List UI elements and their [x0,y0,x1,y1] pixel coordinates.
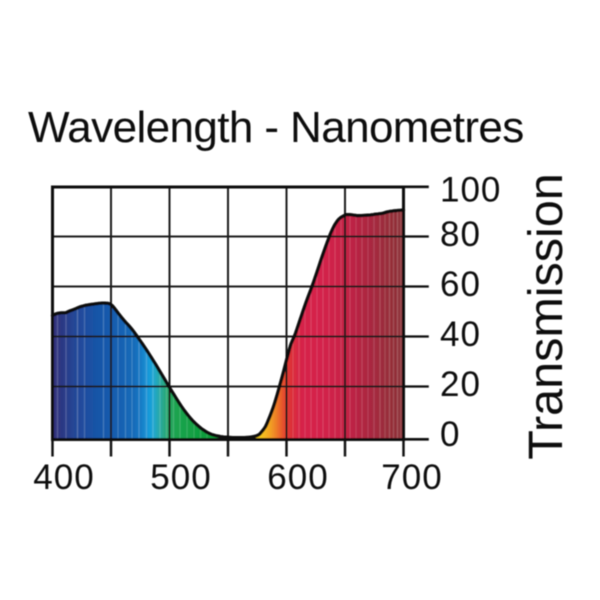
svg-text:100: 100 [440,171,501,210]
svg-text:700: 700 [381,458,442,497]
svg-text:60: 60 [440,265,481,304]
svg-text:500: 500 [150,458,211,497]
svg-text:Wavelength - Nanometres: Wavelength - Nanometres [28,103,524,152]
svg-text:400: 400 [33,458,94,497]
svg-text:40: 40 [440,315,481,354]
svg-text:80: 80 [440,215,481,254]
svg-text:Transmission: Transmission [519,173,573,460]
svg-text:20: 20 [440,365,481,404]
svg-text:600: 600 [267,458,328,497]
svg-text:0: 0 [440,415,460,454]
